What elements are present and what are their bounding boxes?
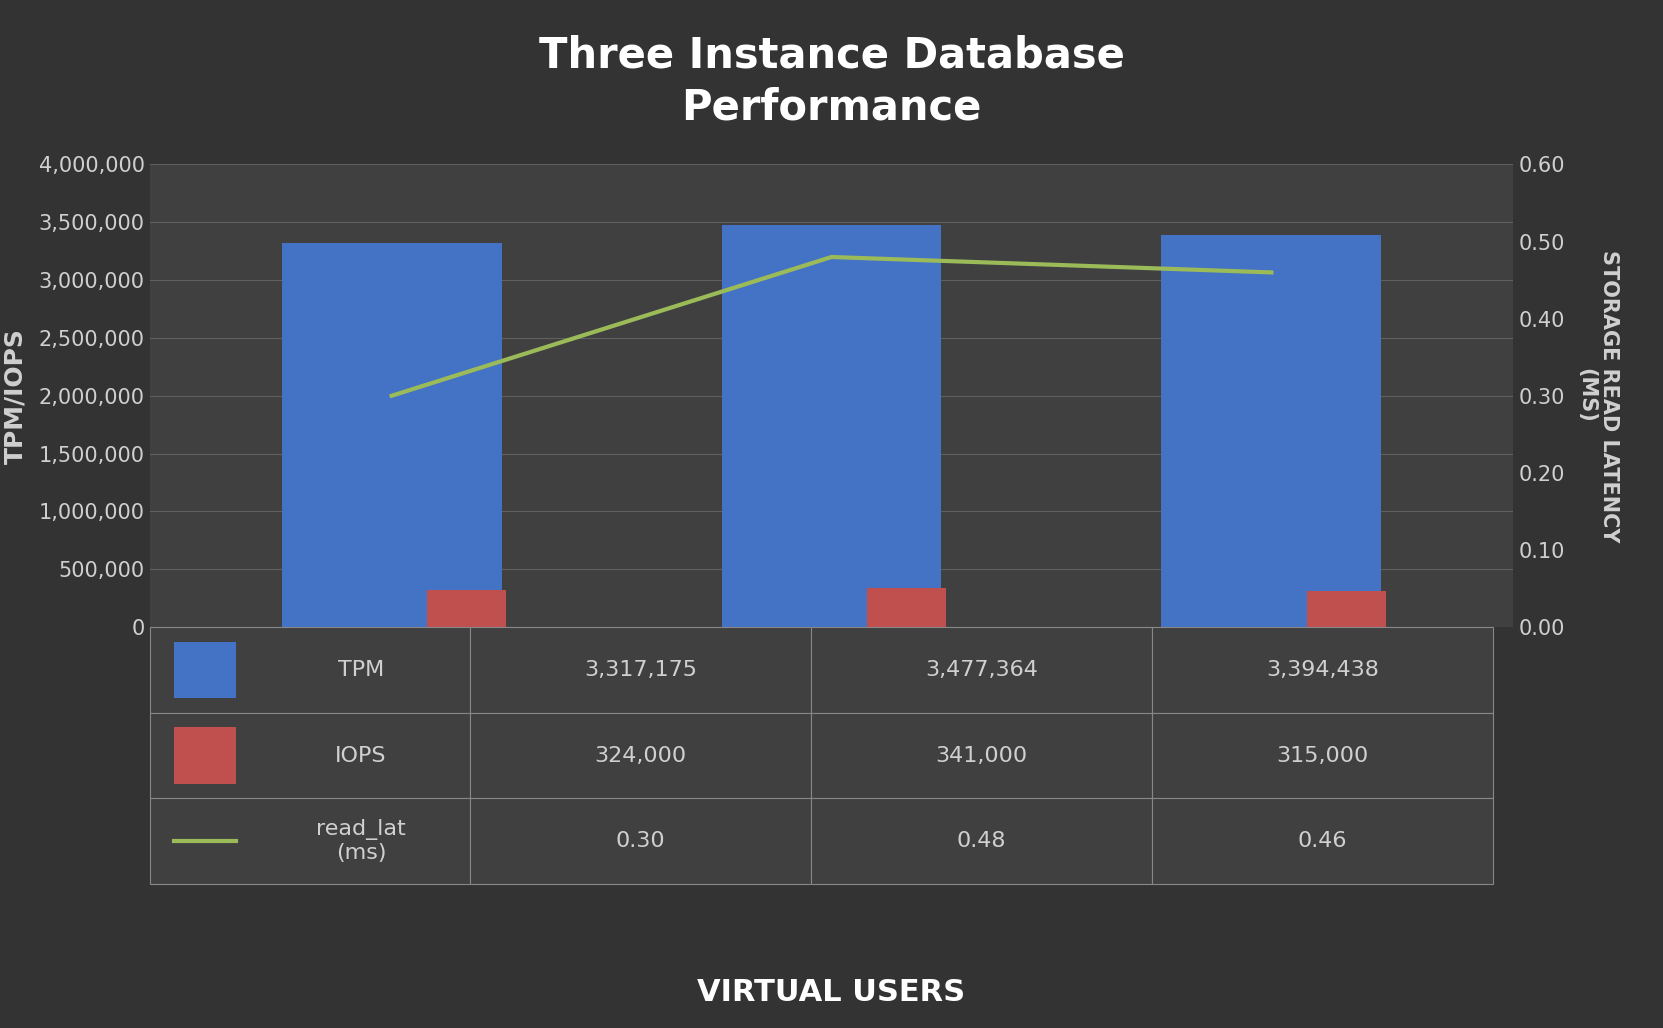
Bar — [150, 627, 471, 712]
Bar — [471, 712, 812, 799]
Bar — [175, 641, 236, 698]
Text: VIRTUAL USERS: VIRTUAL USERS — [697, 979, 966, 1007]
Y-axis label: TPM/IOPS: TPM/IOPS — [3, 328, 28, 464]
Text: 3,477,364: 3,477,364 — [925, 660, 1038, 680]
Text: IOPS: IOPS — [336, 745, 387, 766]
Bar — [812, 712, 1152, 799]
Text: read_lat
(ms): read_lat (ms) — [316, 819, 406, 864]
Bar — [812, 799, 1152, 884]
Bar — [471, 627, 812, 712]
Text: 3,394,438: 3,394,438 — [1266, 660, 1379, 680]
Bar — [1152, 799, 1493, 884]
Bar — [281, 244, 502, 627]
Text: 315,000: 315,000 — [1276, 745, 1369, 766]
Bar — [1152, 627, 1493, 712]
Bar — [1307, 591, 1385, 627]
Bar — [150, 799, 471, 884]
Text: 324,000: 324,000 — [595, 745, 687, 766]
Bar — [427, 590, 506, 627]
Text: TPM: TPM — [338, 660, 384, 680]
Bar — [1161, 234, 1382, 627]
Y-axis label: STORAGE READ LATENCY
(MS): STORAGE READ LATENCY (MS) — [1577, 250, 1620, 542]
Bar — [175, 728, 236, 783]
Bar — [722, 225, 941, 627]
Text: 3,317,175: 3,317,175 — [584, 660, 697, 680]
Text: Three Instance Database
Performance: Three Instance Database Performance — [539, 35, 1124, 128]
Text: 0.48: 0.48 — [956, 832, 1006, 851]
Bar — [150, 712, 471, 799]
Text: 341,000: 341,000 — [936, 745, 1028, 766]
Bar — [471, 799, 812, 884]
Bar — [866, 588, 946, 627]
Text: 0.46: 0.46 — [1297, 832, 1347, 851]
Text: 0.30: 0.30 — [615, 832, 665, 851]
Bar — [1152, 712, 1493, 799]
Bar — [812, 627, 1152, 712]
